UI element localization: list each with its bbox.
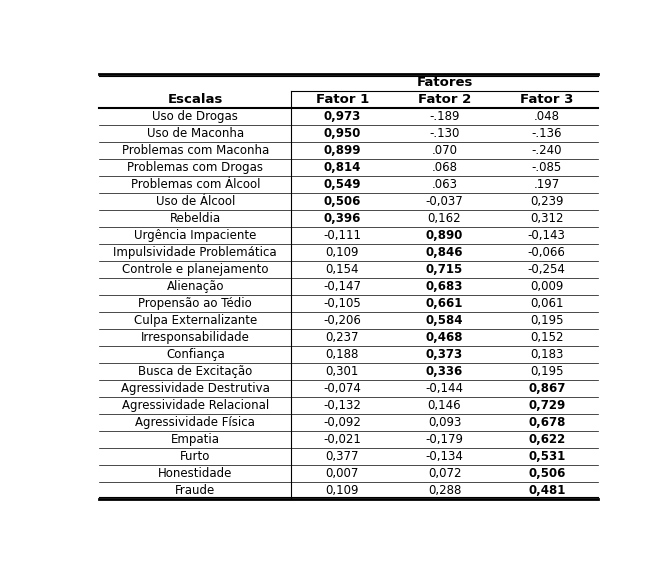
Text: Fator 3: Fator 3 [520, 93, 574, 106]
Text: -0,111: -0,111 [324, 229, 361, 242]
Text: 0,481: 0,481 [528, 484, 565, 497]
Text: 0,890: 0,890 [426, 229, 463, 242]
Text: Problemas com Álcool: Problemas com Álcool [131, 178, 260, 191]
Text: Uso de Álcool: Uso de Álcool [155, 195, 235, 208]
Text: Irresponsabilidade: Irresponsabilidade [141, 331, 250, 344]
Text: -0,066: -0,066 [528, 246, 565, 259]
Text: 0,109: 0,109 [326, 484, 359, 497]
Text: -0,105: -0,105 [324, 297, 361, 310]
Text: 0,622: 0,622 [528, 433, 565, 446]
Text: -.240: -.240 [531, 144, 562, 157]
Text: 0,239: 0,239 [530, 195, 563, 208]
Text: 0,288: 0,288 [428, 484, 461, 497]
Text: 0,154: 0,154 [326, 263, 359, 276]
Text: Fatores: Fatores [416, 76, 473, 89]
Text: 0,188: 0,188 [326, 348, 359, 361]
Text: 0,195: 0,195 [530, 314, 563, 327]
Text: 0,950: 0,950 [324, 127, 361, 140]
Text: 0,312: 0,312 [530, 212, 563, 225]
Text: Furto: Furto [180, 450, 210, 463]
Text: 0,506: 0,506 [324, 195, 361, 208]
Text: 0,093: 0,093 [428, 416, 461, 429]
Text: Propensão ao Tédio: Propensão ao Tédio [139, 297, 252, 310]
Text: 0,336: 0,336 [426, 365, 463, 378]
Text: -.189: -.189 [429, 110, 460, 123]
Text: 0,549: 0,549 [324, 178, 361, 191]
Text: .197: .197 [533, 178, 560, 191]
Text: Controle e planejamento: Controle e planejamento [122, 263, 269, 276]
Text: Problemas com Drogas: Problemas com Drogas [127, 161, 263, 174]
Text: 0,678: 0,678 [528, 416, 565, 429]
Text: 0,729: 0,729 [528, 399, 565, 412]
Text: 0,146: 0,146 [427, 399, 462, 412]
Text: Uso de Maconha: Uso de Maconha [147, 127, 244, 140]
Text: Impulsividade Problemática: Impulsividade Problemática [113, 246, 277, 259]
Text: -0,143: -0,143 [528, 229, 565, 242]
Text: 0,109: 0,109 [326, 246, 359, 259]
Text: 0,846: 0,846 [425, 246, 463, 259]
Text: 0,072: 0,072 [427, 467, 461, 480]
Text: .048: .048 [534, 110, 559, 123]
Text: -0,134: -0,134 [425, 450, 464, 463]
Text: 0,683: 0,683 [426, 280, 463, 293]
Text: 0,661: 0,661 [426, 297, 463, 310]
Text: -0,254: -0,254 [528, 263, 565, 276]
Text: 0,237: 0,237 [326, 331, 359, 344]
Text: Agressividade Física: Agressividade Física [135, 416, 255, 429]
Text: Problemas com Maconha: Problemas com Maconha [122, 144, 269, 157]
Text: Empatia: Empatia [171, 433, 220, 446]
Text: Escalas: Escalas [168, 93, 223, 106]
Text: -0,092: -0,092 [324, 416, 361, 429]
Text: 0,531: 0,531 [528, 450, 565, 463]
Text: -.136: -.136 [531, 127, 562, 140]
Text: -0,144: -0,144 [425, 382, 464, 395]
Text: Fator 1: Fator 1 [316, 93, 369, 106]
Text: 0,195: 0,195 [530, 365, 563, 378]
Text: 0,899: 0,899 [324, 144, 361, 157]
Text: 0,061: 0,061 [530, 297, 563, 310]
Text: 0,506: 0,506 [528, 467, 565, 480]
Text: -0,074: -0,074 [324, 382, 361, 395]
Text: 0,584: 0,584 [425, 314, 463, 327]
Text: .068: .068 [431, 161, 458, 174]
Text: -0,147: -0,147 [324, 280, 361, 293]
Text: -0,037: -0,037 [425, 195, 464, 208]
Text: Honestidade: Honestidade [158, 467, 232, 480]
Text: 0,396: 0,396 [324, 212, 361, 225]
Text: Fator 2: Fator 2 [418, 93, 471, 106]
Text: 0,152: 0,152 [530, 331, 563, 344]
Text: Confiança: Confiança [166, 348, 224, 361]
Text: -0,206: -0,206 [324, 314, 361, 327]
Text: Agressividade Relacional: Agressividade Relacional [122, 399, 269, 412]
Text: 0,007: 0,007 [326, 467, 359, 480]
Text: Agressividade Destrutiva: Agressividade Destrutiva [121, 382, 270, 395]
Text: Culpa Externalizante: Culpa Externalizante [133, 314, 257, 327]
Text: Alienação: Alienação [167, 280, 224, 293]
Text: Fraude: Fraude [175, 484, 216, 497]
Text: Urgência Impaciente: Urgência Impaciente [134, 229, 257, 242]
Text: 0,377: 0,377 [326, 450, 359, 463]
Text: Busca de Excitação: Busca de Excitação [138, 365, 253, 378]
Text: 0,009: 0,009 [530, 280, 563, 293]
Text: -.130: -.130 [429, 127, 460, 140]
Text: -0,179: -0,179 [425, 433, 464, 446]
Text: -.085: -.085 [531, 161, 562, 174]
Text: -0,132: -0,132 [324, 399, 361, 412]
Text: 0,973: 0,973 [324, 110, 361, 123]
Text: 0,867: 0,867 [528, 382, 565, 395]
Text: 0,183: 0,183 [530, 348, 563, 361]
Text: 0,301: 0,301 [326, 365, 359, 378]
Text: -0,021: -0,021 [324, 433, 361, 446]
Text: .063: .063 [431, 178, 458, 191]
Text: .070: .070 [431, 144, 458, 157]
Text: 0,715: 0,715 [426, 263, 463, 276]
Text: 0,814: 0,814 [324, 161, 361, 174]
Text: Uso de Drogas: Uso de Drogas [152, 110, 239, 123]
Text: 0,373: 0,373 [426, 348, 463, 361]
Text: 0,468: 0,468 [425, 331, 463, 344]
Text: Rebeldia: Rebeldia [170, 212, 221, 225]
Text: 0,162: 0,162 [427, 212, 462, 225]
